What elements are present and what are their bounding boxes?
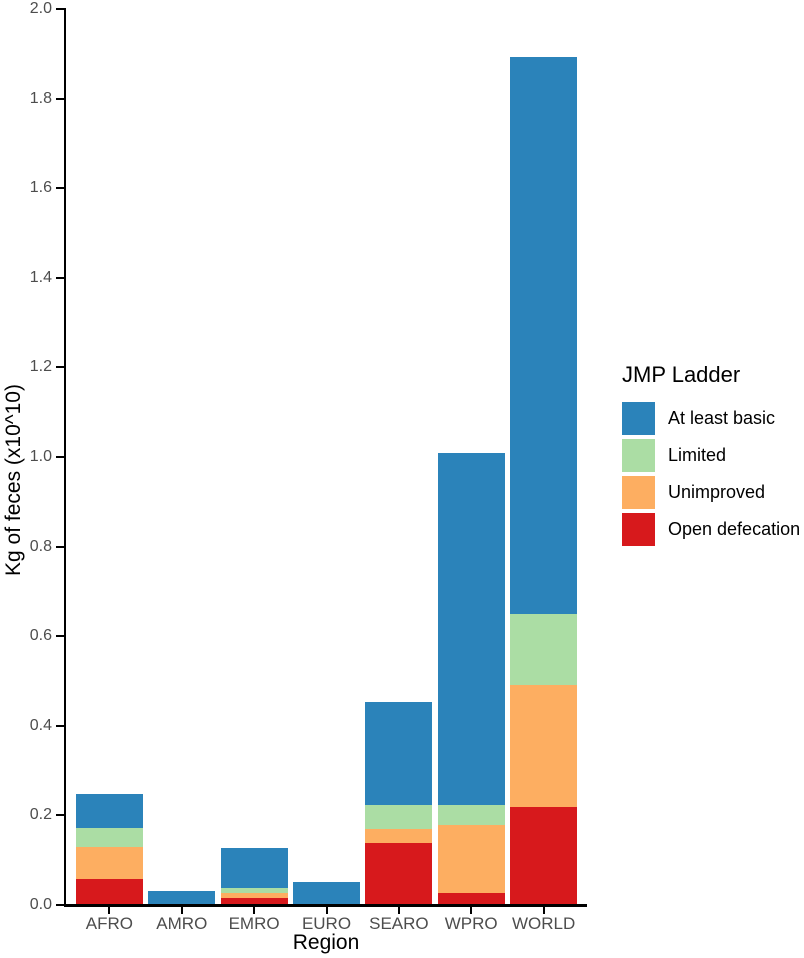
bar-world-limited [510, 613, 578, 685]
x-axis-line [64, 904, 587, 907]
legend-swatch-at-least-basic [622, 402, 655, 435]
bar-afro-open-defecation [75, 878, 143, 905]
legend-swatch-unimproved [622, 476, 655, 509]
y-tick-label: 0.6 [29, 627, 52, 645]
y-tick-label: 1.0 [29, 448, 52, 465]
legend-label: Open defecation [668, 519, 801, 539]
x-tick-label: SEARO [369, 914, 429, 933]
y-tick-mark [56, 814, 64, 817]
y-tick-label: 0.0 [29, 896, 52, 913]
bar-afro-limited [75, 828, 143, 848]
bar-wpro-at-least-basic [437, 453, 505, 805]
x-tick-label: EURO [301, 914, 352, 933]
legend-item: Limited [622, 439, 804, 472]
y-tick-label: 1.6 [29, 179, 52, 197]
x-tick-label: AFRO [85, 914, 133, 933]
x-tick-mark [108, 907, 111, 914]
y-tick-mark [56, 187, 64, 190]
y-tick-label: 0.8 [29, 537, 52, 555]
bar-emro-at-least-basic [220, 848, 288, 888]
x-tick-mark [397, 907, 400, 914]
bar-emro-limited [220, 888, 288, 893]
bar-searo-at-least-basic [365, 701, 433, 805]
y-tick-mark [56, 366, 64, 369]
bar-afro-at-least-basic [75, 794, 143, 829]
y-axis-line [64, 8, 66, 907]
y-tick-mark [56, 97, 64, 100]
legend-swatch-limited [622, 439, 655, 472]
bar-amro-at-least-basic [148, 890, 216, 905]
y-tick-mark [56, 545, 64, 548]
y-tick-label: 0.2 [29, 806, 52, 824]
legend-label: At least basic [668, 408, 776, 428]
bar-world-unimproved [510, 685, 578, 807]
legend-item: At least basic [622, 402, 804, 435]
legend-item: Open defecation [622, 513, 804, 546]
y-tick-label: 1.4 [29, 268, 52, 286]
bar-searo-limited [365, 804, 433, 829]
x-tick-label: EMRO [228, 914, 280, 933]
y-tick-label: 2.0 [29, 0, 52, 17]
bar-searo-unimproved [365, 828, 433, 844]
x-tick-label: WPRO [444, 914, 498, 933]
legend-label: Limited [668, 445, 727, 465]
legend: JMP Ladder At least basic Limited Unimprov… [622, 362, 804, 550]
bar-searo-open-defecation [365, 843, 433, 905]
bar-world-at-least-basic [510, 56, 578, 614]
y-tick-label: 1.2 [29, 358, 52, 376]
x-tick-mark [253, 907, 256, 914]
legend-items: At least basic Limited Unimproved Open defe… [622, 402, 804, 546]
y-tick-mark [56, 456, 64, 458]
y-tick-label: 1.8 [29, 89, 52, 107]
y-tick-mark [56, 276, 64, 279]
bar-world-open-defecation [510, 806, 578, 905]
x-tick-mark [542, 907, 545, 914]
x-tick-mark [470, 907, 473, 914]
legend-label: Unimproved [668, 482, 766, 502]
bar-wpro-limited [437, 804, 505, 825]
x-tick-mark [180, 907, 183, 914]
legend-item: Unimproved [622, 476, 804, 509]
bar-afro-unimproved [75, 847, 143, 879]
bar-wpro-unimproved [437, 824, 505, 893]
legend-swatch-open-defecation [622, 513, 655, 546]
bar-euro-at-least-basic [293, 882, 360, 905]
y-tick-mark [56, 635, 64, 638]
bar-wpro-open-defecation [437, 892, 505, 905]
x-tick-mark [325, 907, 328, 914]
bar-emro-unimproved [220, 892, 288, 898]
legend-title: JMP Ladder [622, 362, 741, 387]
y-tick-mark [56, 904, 64, 906]
y-tick-label: 0.4 [29, 716, 52, 734]
y-tick-mark [56, 724, 64, 727]
x-tick-label: AMRO [156, 914, 208, 933]
x-tick-label: WORLD [511, 914, 576, 933]
bar-emro-open-defecation [220, 897, 288, 905]
x-axis-title: Region [292, 931, 360, 954]
y-tick-mark [56, 8, 64, 10]
